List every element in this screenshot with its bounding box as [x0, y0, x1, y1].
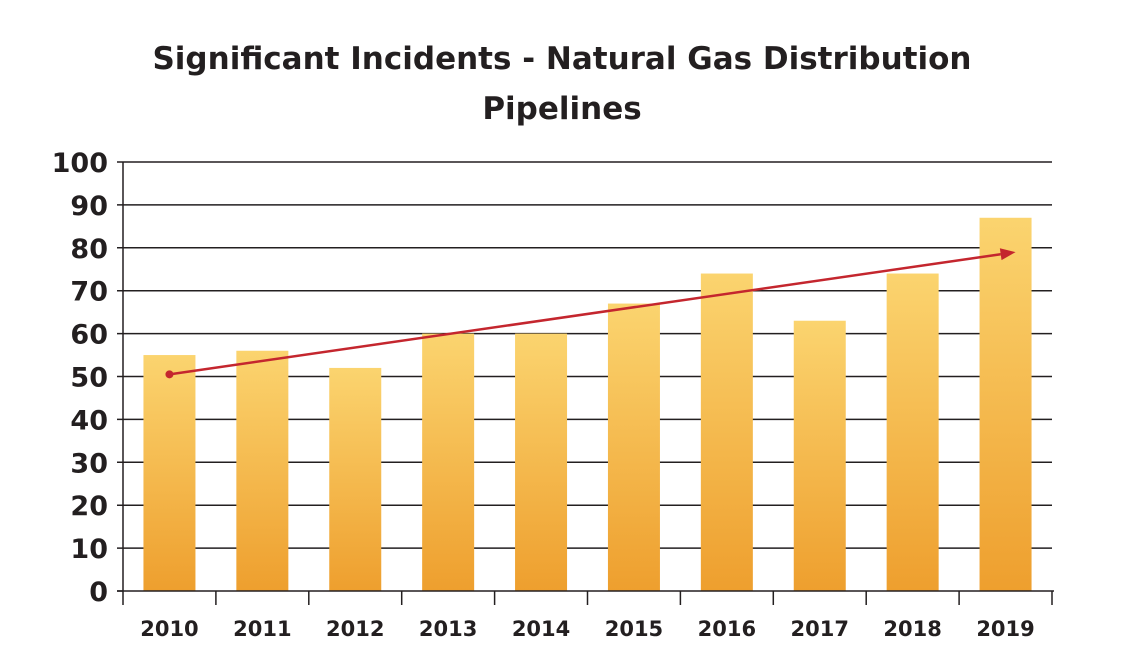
bar-2010 — [143, 355, 196, 591]
x-tick-label: 2016 — [698, 617, 756, 641]
bars — [143, 217, 1032, 591]
y-tick-label: 0 — [89, 577, 108, 608]
bar-2014 — [515, 333, 568, 591]
bar-2017 — [793, 320, 846, 591]
bar-2012 — [329, 367, 382, 591]
y-tick-label: 100 — [52, 148, 108, 179]
x-tick-label: 2015 — [605, 617, 663, 641]
y-tick-labels: 0 10 20 30 40 50 60 70 80 90 100 — [52, 148, 108, 608]
y-tick-label: 20 — [70, 491, 108, 522]
y-tick-label: 70 — [70, 277, 108, 308]
x-tick-label: 2014 — [512, 617, 570, 641]
x-tick-label: 2010 — [140, 617, 198, 641]
x-tick-label: 2012 — [326, 617, 384, 641]
bar-2018 — [886, 273, 939, 591]
x-tick-labels: 2010 2011 2012 2013 2014 2015 2016 2017 2018 2019 — [140, 617, 1035, 641]
trend-arrowhead — [999, 248, 1016, 261]
trend-line — [165, 248, 1016, 379]
trend-line-segment — [169, 252, 1001, 376]
y-tick-label: 50 — [70, 363, 108, 394]
bar-2019 — [979, 217, 1032, 591]
chart-title: Significant Incidents - Natural Gas Dist… — [0, 34, 1124, 134]
bar-2013 — [422, 333, 475, 591]
y-tick-label: 60 — [70, 320, 108, 351]
y-tick-label: 80 — [70, 234, 108, 265]
axes — [117, 162, 1054, 605]
bar-2015 — [607, 303, 660, 591]
x-tick-label: 2018 — [883, 617, 941, 641]
y-tick-label: 10 — [70, 534, 108, 565]
y-tick-label: 30 — [70, 448, 108, 479]
x-tick-label: 2019 — [976, 617, 1034, 641]
y-tick-label: 40 — [70, 405, 108, 436]
bar-2016 — [700, 273, 753, 591]
y-tick-label: 90 — [70, 191, 108, 222]
x-tick-label: 2011 — [233, 617, 291, 641]
bar-2011 — [236, 350, 289, 591]
x-tick-label: 2017 — [791, 617, 849, 641]
trend-start-dot — [165, 370, 174, 379]
chart-title-line-2: Pipelines — [482, 91, 642, 127]
chart-title-line-1: Significant Incidents - Natural Gas Dist… — [152, 41, 972, 77]
x-tick-label: 2013 — [419, 617, 477, 641]
